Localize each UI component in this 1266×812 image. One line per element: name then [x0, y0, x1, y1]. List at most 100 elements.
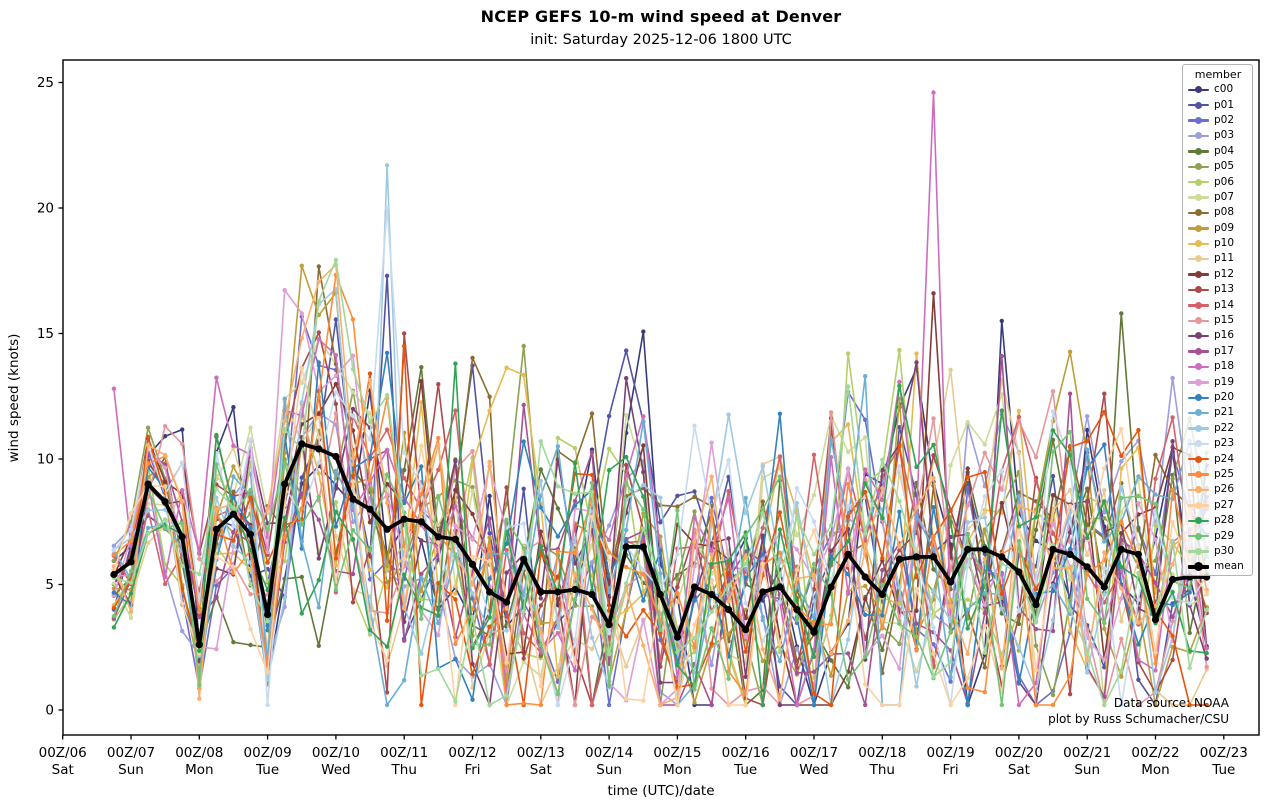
legend-line-marker-icon — [1188, 131, 1209, 140]
legend-entry-c00: c00 — [1188, 82, 1248, 97]
svg-text:Sat: Sat — [1008, 762, 1030, 778]
legend-entry-p27: p27 — [1188, 498, 1248, 513]
legend-label: mean — [1214, 560, 1244, 573]
legend-entry-p07: p07 — [1188, 190, 1248, 205]
legend-label: c00 — [1214, 83, 1234, 96]
axes-spines — [62, 59, 1260, 736]
svg-text:Sat: Sat — [530, 762, 552, 778]
svg-text:Sat: Sat — [52, 762, 74, 778]
legend-entry-p15: p15 — [1188, 313, 1248, 328]
legend-line-marker-icon — [1188, 485, 1209, 494]
legend-label: p21 — [1214, 406, 1235, 419]
svg-text:00Z/07: 00Z/07 — [107, 745, 155, 761]
legend-line-marker-icon — [1188, 285, 1209, 294]
svg-text:Mon: Mon — [663, 762, 691, 778]
legend-label: p04 — [1214, 144, 1235, 157]
svg-text:Thu: Thu — [391, 762, 417, 778]
legend-label: p11 — [1214, 252, 1235, 265]
x-axis-ticks: 00Z/06Sat00Z/07Sun00Z/08Mon00Z/09Tue00Z/… — [39, 735, 1248, 778]
legend-label: p12 — [1214, 267, 1235, 280]
legend-entry-p10: p10 — [1188, 236, 1248, 251]
legend-entry-p28: p28 — [1188, 513, 1248, 528]
legend-entry-p11: p11 — [1188, 251, 1248, 266]
legend-entry-p09: p09 — [1188, 221, 1248, 236]
legend-label: p25 — [1214, 467, 1235, 480]
legend-label: p24 — [1214, 452, 1235, 465]
svg-text:20: 20 — [37, 201, 54, 217]
legend-entry-p25: p25 — [1188, 467, 1248, 482]
legend-entry-p20: p20 — [1188, 390, 1248, 405]
legend-line-marker-icon — [1188, 516, 1209, 525]
credits-annotation: Data source: NOAA plot by Russ Schumache… — [1048, 695, 1229, 727]
legend-line-marker-icon — [1188, 424, 1209, 433]
legend-line-marker-icon — [1188, 562, 1209, 572]
svg-text:Sun: Sun — [596, 762, 622, 778]
legend-line-marker-icon — [1188, 224, 1209, 233]
legend-label: p18 — [1214, 360, 1235, 373]
svg-text:25: 25 — [37, 75, 54, 91]
legend-label: p08 — [1214, 206, 1235, 219]
svg-text:Thu: Thu — [869, 762, 895, 778]
legend-line-marker-icon — [1188, 254, 1209, 263]
legend-entry-p02: p02 — [1188, 113, 1248, 128]
legend-label: p13 — [1214, 283, 1235, 296]
legend-label: p05 — [1214, 160, 1235, 173]
legend-label: p26 — [1214, 483, 1235, 496]
legend-entry-p14: p14 — [1188, 297, 1248, 312]
svg-text:Wed: Wed — [799, 762, 828, 778]
legend-line-marker-icon — [1188, 85, 1209, 94]
legend-label: p09 — [1214, 221, 1235, 234]
legend-entry-p08: p08 — [1188, 205, 1248, 220]
svg-text:00Z/19: 00Z/19 — [927, 745, 975, 761]
legend-line-marker-icon — [1188, 378, 1209, 387]
legend-entry-p03: p03 — [1188, 128, 1248, 143]
legend-line-marker-icon — [1188, 116, 1209, 125]
svg-text:Tue: Tue — [733, 762, 757, 778]
legend-entry-p19: p19 — [1188, 374, 1248, 389]
legend-label: p29 — [1214, 529, 1235, 542]
legend-entry-p12: p12 — [1188, 267, 1248, 282]
svg-text:Sun: Sun — [118, 762, 144, 778]
legend-entry-p29: p29 — [1188, 528, 1248, 543]
legend-entry-p13: p13 — [1188, 282, 1248, 297]
legend-entry-p16: p16 — [1188, 328, 1248, 343]
svg-text:00Z/18: 00Z/18 — [858, 745, 906, 761]
svg-text:Mon: Mon — [1141, 762, 1169, 778]
x-axis-label: time (UTC)/date — [607, 783, 715, 799]
svg-text:00Z/21: 00Z/21 — [1063, 745, 1111, 761]
svg-text:00Z/15: 00Z/15 — [653, 745, 701, 761]
legend-label: p27 — [1214, 498, 1235, 511]
svg-text:Wed: Wed — [321, 762, 350, 778]
legend-entry-p06: p06 — [1188, 174, 1248, 189]
legend-line-marker-icon — [1188, 101, 1209, 110]
series-p30 — [111, 257, 1209, 708]
svg-text:Sun: Sun — [1074, 762, 1100, 778]
svg-text:5: 5 — [45, 577, 54, 593]
page-title: NCEP GEFS 10-m wind speed at Denver — [480, 7, 842, 26]
legend-line-marker-icon — [1188, 178, 1209, 187]
legend-line-marker-icon — [1188, 501, 1209, 510]
legend-entry-p23: p23 — [1188, 436, 1248, 451]
legend-title: member — [1194, 68, 1242, 81]
member-legend: member c00 p01 p02 p03 p04 p05 p06 p07 p08 p09 p10… — [1182, 64, 1253, 576]
legend-line-marker-icon — [1188, 301, 1209, 310]
legend-entry-p18: p18 — [1188, 359, 1248, 374]
legend-line-marker-icon — [1188, 439, 1209, 448]
svg-text:00Z/22: 00Z/22 — [1131, 745, 1179, 761]
svg-text:00Z/16: 00Z/16 — [722, 745, 770, 761]
svg-text:10: 10 — [37, 452, 54, 468]
legend-line-marker-icon — [1188, 470, 1209, 479]
legend-label: p19 — [1214, 375, 1235, 388]
legend-label: p01 — [1214, 98, 1235, 111]
legend-label: p03 — [1214, 129, 1235, 142]
series-p29 — [111, 429, 1209, 708]
legend-label: p10 — [1214, 237, 1235, 250]
legend-label: p07 — [1214, 190, 1235, 203]
legend-line-marker-icon — [1188, 208, 1209, 217]
legend-entry-p24: p24 — [1188, 451, 1248, 466]
legend-entries: c00 p01 p02 p03 p04 p05 p06 p07 p08 p09 p10 p11 p12 p… — [1188, 82, 1248, 575]
plot-credit-text: plot by Russ Schumacher/CSU — [1048, 712, 1229, 726]
legend-line-marker-icon — [1188, 547, 1209, 556]
